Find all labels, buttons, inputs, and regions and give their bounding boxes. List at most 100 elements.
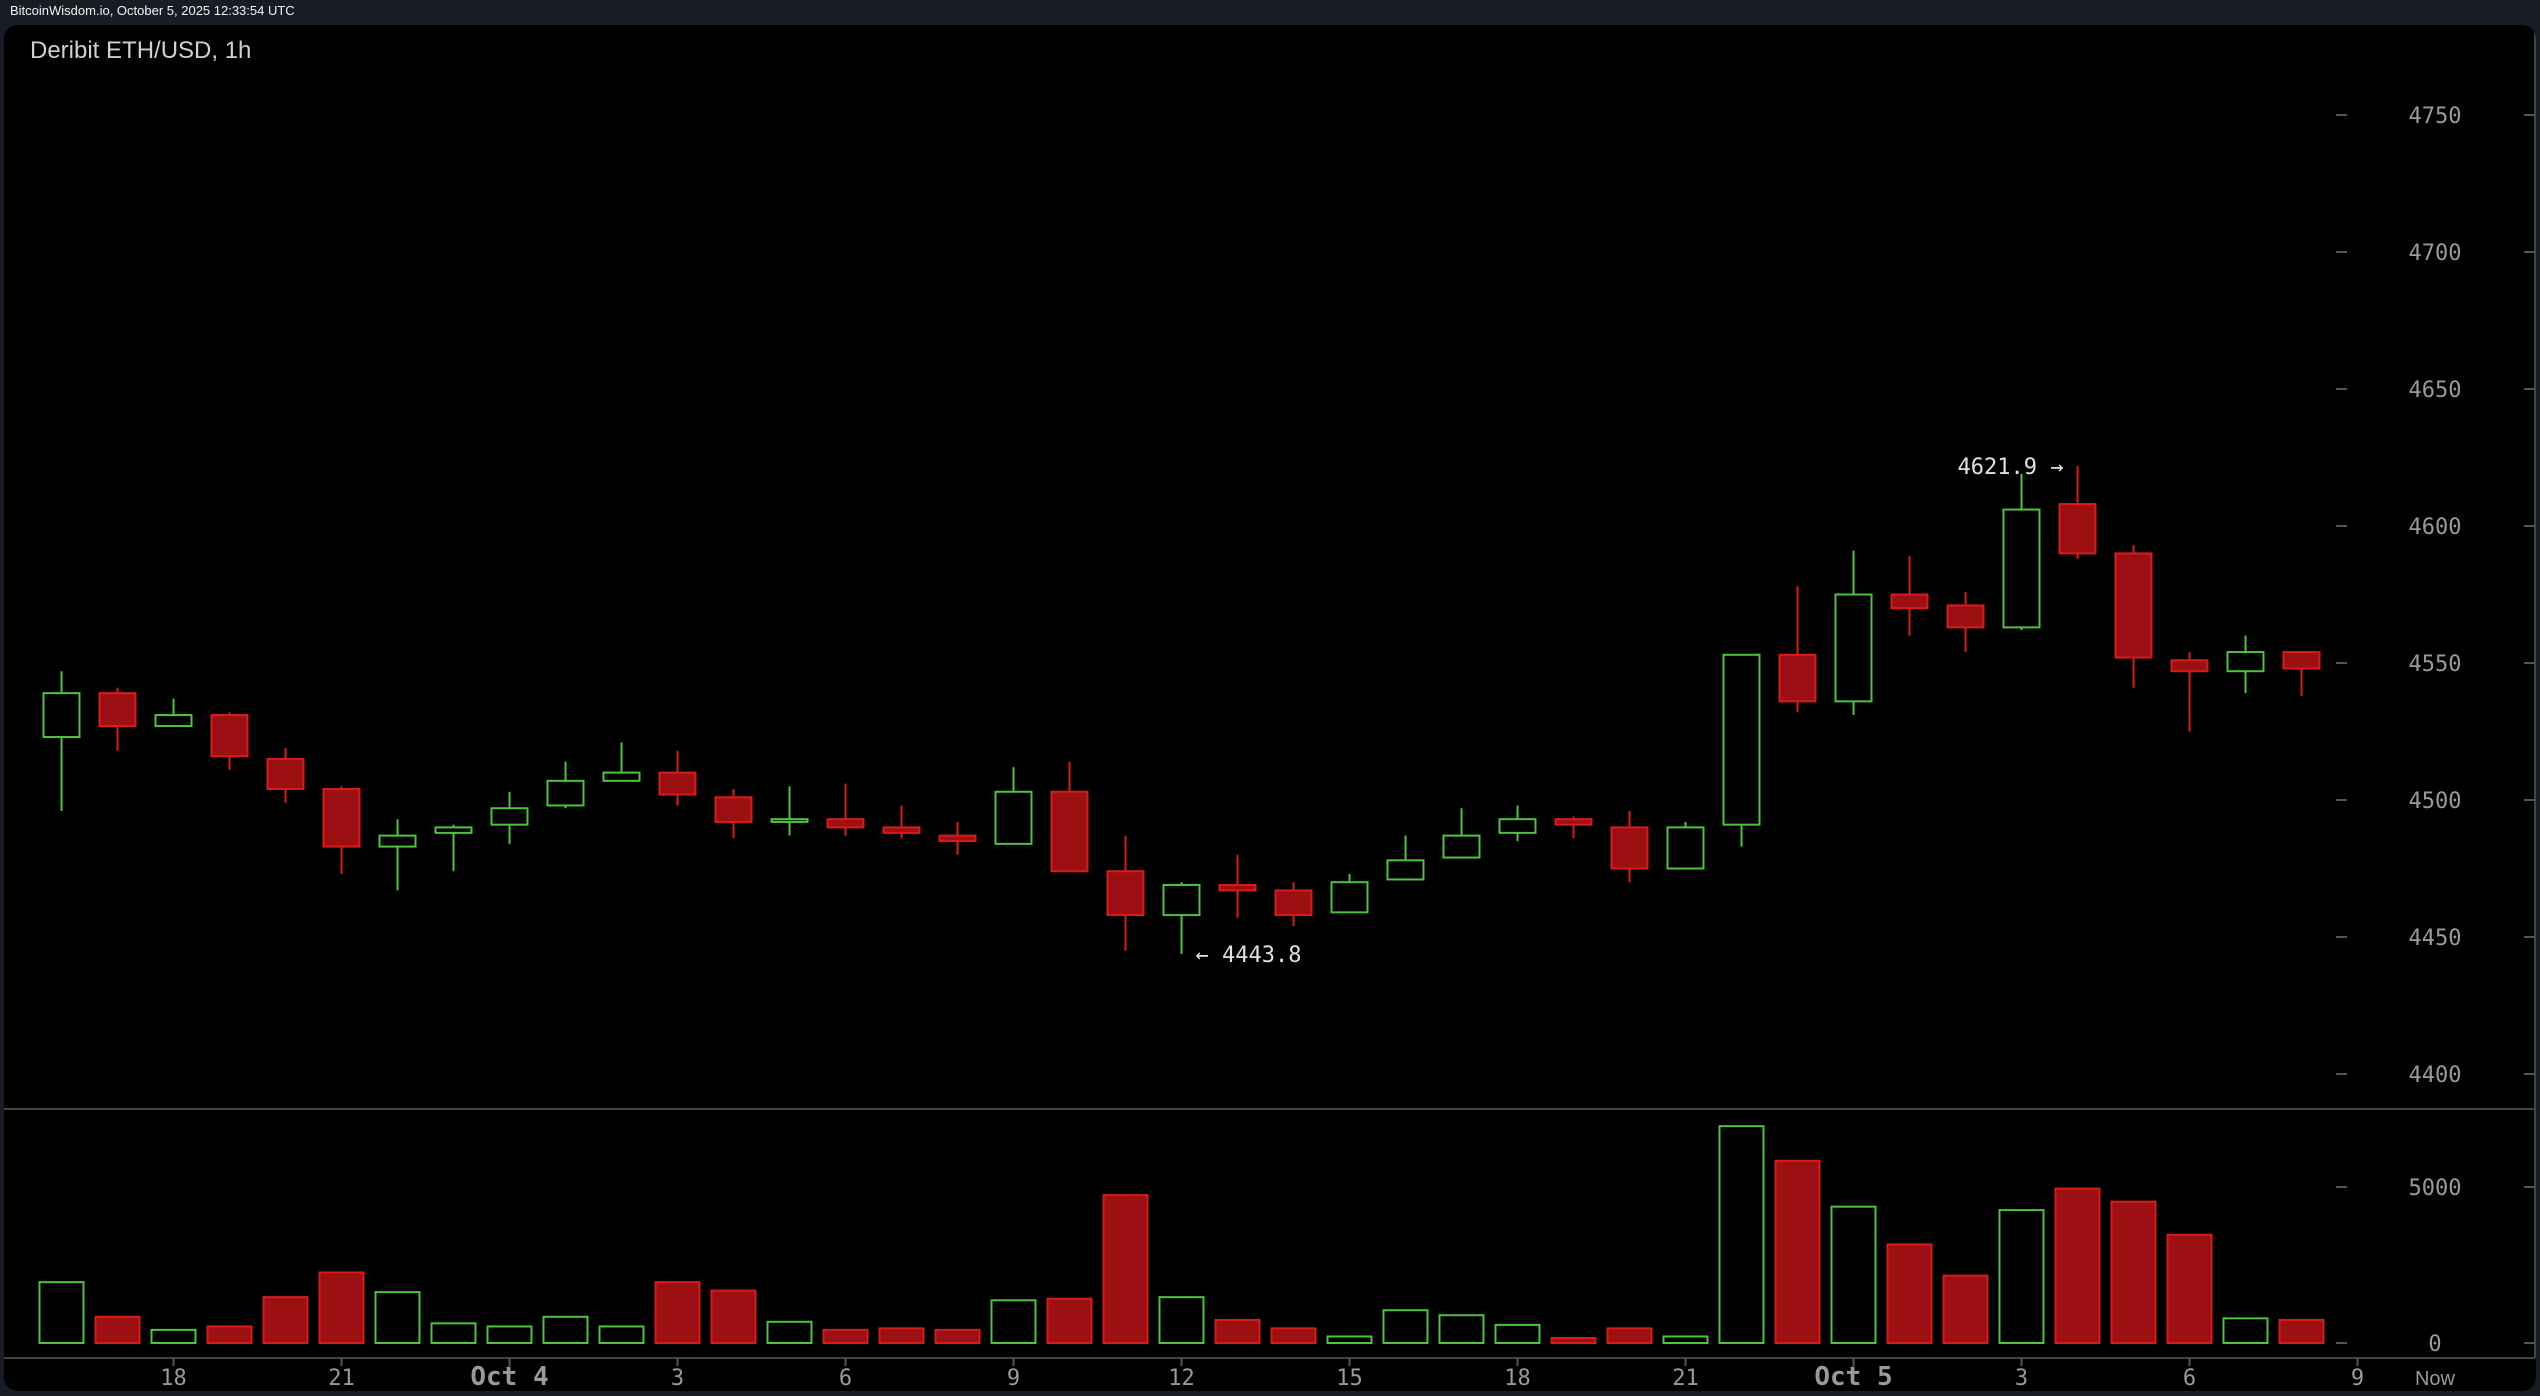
volume-bar-up <box>486 1325 533 1344</box>
candle-body-down <box>1946 604 1985 629</box>
x-tick-label: 15 <box>1336 1366 1363 1391</box>
y-tick-label: 4700 <box>2409 241 2462 266</box>
candle-body-up <box>1162 883 1201 917</box>
candle-body-down <box>882 826 921 834</box>
candle-body-down <box>322 788 361 848</box>
y-tick-label: 4400 <box>2409 1063 2462 1088</box>
volume-bar-down <box>1270 1327 1317 1345</box>
volume-bar-up <box>1662 1335 1709 1344</box>
candle-body-up <box>770 818 809 823</box>
candle-body-down <box>1610 826 1649 870</box>
y-tick-label: 4600 <box>2409 515 2462 540</box>
candle-body-up <box>1330 881 1369 914</box>
candle-body-down <box>1890 593 1929 610</box>
volume-bar-down <box>1214 1318 1261 1344</box>
now-label: Now <box>2415 1368 2456 1390</box>
candle-body-down <box>938 834 977 843</box>
candle-body-up <box>994 790 1033 845</box>
candle-body-up <box>1498 818 1537 834</box>
volume-bar-down <box>318 1271 365 1345</box>
volume-bar-down <box>822 1328 869 1344</box>
chart-title: Deribit ETH/USD, 1h <box>30 37 252 64</box>
candle-body-down <box>1274 889 1313 917</box>
volume-bar-up <box>150 1328 197 1344</box>
candle-body-up <box>1666 826 1705 870</box>
candle-body-up <box>378 834 417 848</box>
candle-body-down <box>658 771 697 796</box>
chart-panel: 4400 4450 4500 4550 4600 4650 4700 4750 0 5000 18 2… <box>4 25 2536 1391</box>
candle-body-up <box>2002 508 2041 629</box>
volume-bar-up <box>990 1299 1037 1344</box>
x-tick-label: 21 <box>1672 1366 1699 1391</box>
candle-body-up <box>1722 653 1761 826</box>
volume-bar-down <box>2278 1318 2325 1344</box>
volume-bar-down <box>710 1289 757 1344</box>
volume-bar-down <box>1550 1337 1597 1345</box>
x-tick-label: 6 <box>839 1366 852 1391</box>
vol-tick-label: 0 <box>2428 1332 2441 1357</box>
y-tick-label: 4450 <box>2409 926 2462 951</box>
volume-bar-down <box>1774 1159 1821 1344</box>
y-tick-label: 4500 <box>2409 789 2462 814</box>
x-tick-label: 3 <box>671 1366 684 1391</box>
volume-bar-down <box>94 1315 141 1344</box>
volume-bar-down <box>2054 1187 2101 1345</box>
candle-body-down <box>210 714 249 758</box>
candle-body-down <box>714 796 753 823</box>
volume-bar-up <box>1494 1323 1541 1345</box>
vol-tick-label: 5000 <box>2409 1176 2462 1201</box>
x-tick-label: 18 <box>1504 1366 1531 1391</box>
volume-bar-down <box>1102 1194 1149 1345</box>
volume-bar-down <box>2166 1233 2213 1344</box>
volume-bar-down <box>654 1281 701 1345</box>
volume-bar-down <box>1886 1243 1933 1344</box>
candle-body-up <box>154 714 193 728</box>
candle-body-down <box>1218 883 1257 892</box>
y-tick-label: 4650 <box>2409 378 2462 403</box>
source-timestamp: BitcoinWisdom.io, October 5, 2025 12:33:… <box>10 3 295 18</box>
volume-bar-up <box>1438 1314 1485 1345</box>
volume-bar-up <box>430 1322 477 1344</box>
x-tick-label: 21 <box>328 1366 355 1391</box>
x-tick-label: Oct 5 <box>1814 1362 1892 1391</box>
candle-body-up <box>434 826 473 834</box>
x-tick-label: 12 <box>1168 1366 1195 1391</box>
candle-body-up <box>1442 834 1481 859</box>
candle-body-up <box>1834 593 1873 703</box>
candle-body-up <box>546 779 585 807</box>
x-tick-label: 3 <box>2015 1366 2028 1391</box>
volume-bar-down <box>878 1327 925 1345</box>
candle-body-up <box>42 692 81 738</box>
volume-bar-down <box>1046 1297 1093 1345</box>
volume-bar-up <box>766 1320 813 1345</box>
volume-bar-up <box>38 1281 85 1345</box>
candle-body-up <box>1386 859 1425 881</box>
volume-bar-up <box>1998 1209 2045 1345</box>
volume-bar-down <box>1606 1327 1653 1345</box>
candle-body-down <box>98 692 137 728</box>
candle-body-up <box>490 807 529 826</box>
volume-bar-down <box>206 1325 253 1344</box>
x-tick-label: 18 <box>160 1366 187 1391</box>
candle-body-down <box>2282 651 2321 670</box>
price-annotation-high: 4621.9 → <box>1958 455 2064 480</box>
candle-body-up <box>2226 651 2265 673</box>
candle-body-down <box>1050 790 1089 873</box>
volume-bar-up <box>1718 1125 1765 1345</box>
candle-body-down <box>826 818 865 829</box>
y-tick-label: 4750 <box>2409 104 2462 129</box>
volume-bar-down <box>934 1328 981 1344</box>
volume-bar-up <box>1830 1205 1877 1344</box>
candle-body-down <box>1554 818 1593 826</box>
y-tick-label: 4550 <box>2409 652 2462 677</box>
candle-body-up <box>602 771 641 782</box>
candle-body-down <box>2170 659 2209 673</box>
candle-body-down <box>1778 653 1817 703</box>
x-tick-label: 9 <box>1007 1366 1020 1391</box>
volume-bar-up <box>1158 1296 1205 1344</box>
candle-body-down <box>1106 870 1145 917</box>
volume-bar-up <box>1326 1335 1373 1344</box>
chart-svg[interactable]: 4400 4450 4500 4550 4600 4650 4700 4750 0 5000 18 2… <box>4 25 2536 1391</box>
candle-body-down <box>2114 552 2153 659</box>
candle-body-down <box>266 757 305 791</box>
